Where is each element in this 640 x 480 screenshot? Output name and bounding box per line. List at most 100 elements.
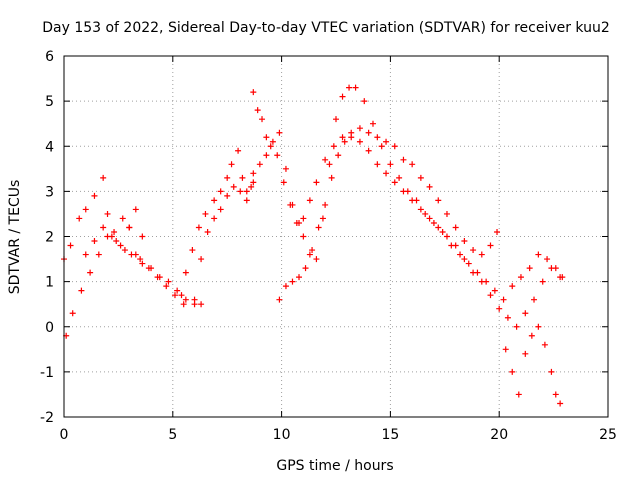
data-point [289,278,296,285]
data-point [470,269,477,276]
data-point [494,228,501,235]
data-point [322,156,329,163]
data-point [374,161,381,168]
data-point [82,251,89,258]
data-point [78,287,85,294]
series-5 [191,125,501,303]
data-point [535,323,542,330]
data-point [287,201,294,208]
data-point [243,188,250,195]
data-point [548,265,555,272]
data-point [119,215,126,222]
data-point [335,152,342,159]
data-point [541,341,548,348]
data-point [254,107,261,114]
data-point [239,174,246,181]
data-point [500,296,507,303]
data-point [374,134,381,141]
data-point [443,233,450,240]
data-point [346,84,353,91]
data-point [502,346,509,353]
data-point [163,283,170,290]
data-point [396,174,403,181]
data-point [198,256,205,263]
plot-frame [63,55,609,418]
data-point [487,292,494,299]
y-tick-label: 5 [45,94,54,110]
data-point [313,256,320,263]
data-point [250,170,257,177]
data-point [154,274,161,281]
data-point [356,125,363,132]
data-point [182,269,189,276]
data-point [280,179,287,186]
data-point [117,242,124,249]
data-point [319,215,326,222]
data-point [383,170,390,177]
data-point [339,134,346,141]
data-point [113,238,120,245]
data-point [237,188,244,195]
data-point [457,251,464,258]
data-point [328,174,335,181]
data-point [426,183,433,190]
y-tick-label: -1 [40,365,54,381]
data-point [531,296,538,303]
data-point [478,278,485,285]
data-point [544,256,551,263]
data-point [202,210,209,217]
data-point [348,134,355,141]
data-point [522,310,529,317]
data-point [302,265,309,272]
series-8 [502,323,564,407]
data-point [552,391,559,398]
data-point [139,260,146,267]
data-point [548,368,555,375]
data-point [100,174,107,181]
data-point [121,247,128,254]
data-point [296,274,303,281]
data-point [422,210,429,217]
data-point [535,251,542,258]
data-point [461,256,468,263]
data-point [465,260,472,267]
data-point [491,287,498,294]
data-point [443,210,450,217]
data-point [369,120,376,127]
data-point [191,296,198,303]
data-point [496,305,503,312]
data-point [306,197,313,204]
data-point [217,188,224,195]
data-point [100,224,107,231]
data-point [178,292,185,299]
data-point [387,161,394,168]
data-point [326,161,333,168]
data-point [452,224,459,231]
data-point [378,143,385,150]
data-point [211,215,218,222]
data-point [517,274,524,281]
data-point [224,192,231,199]
series-4 [178,147,257,299]
data-point [282,283,289,290]
data-point [430,219,437,226]
data-point [409,161,416,168]
data-point [95,251,102,258]
data-point [539,278,546,285]
data-point [263,134,270,141]
data-point [515,391,522,398]
y-axis-label: SDTVAR / TECUs [7,180,23,295]
data-point [165,278,172,285]
data-point [269,138,276,145]
data-point [426,215,433,222]
y-tick-label: 2 [45,230,54,246]
data-point [470,247,477,254]
y-tick-label: 6 [45,49,54,65]
chart-title: Day 153 of 2022, Sidereal Day-to-day VTE… [42,20,610,36]
data-point [145,265,152,272]
data-point [108,233,115,240]
data-point [528,332,535,339]
data-point [182,296,189,303]
data-point [300,233,307,240]
data-point [282,165,289,172]
